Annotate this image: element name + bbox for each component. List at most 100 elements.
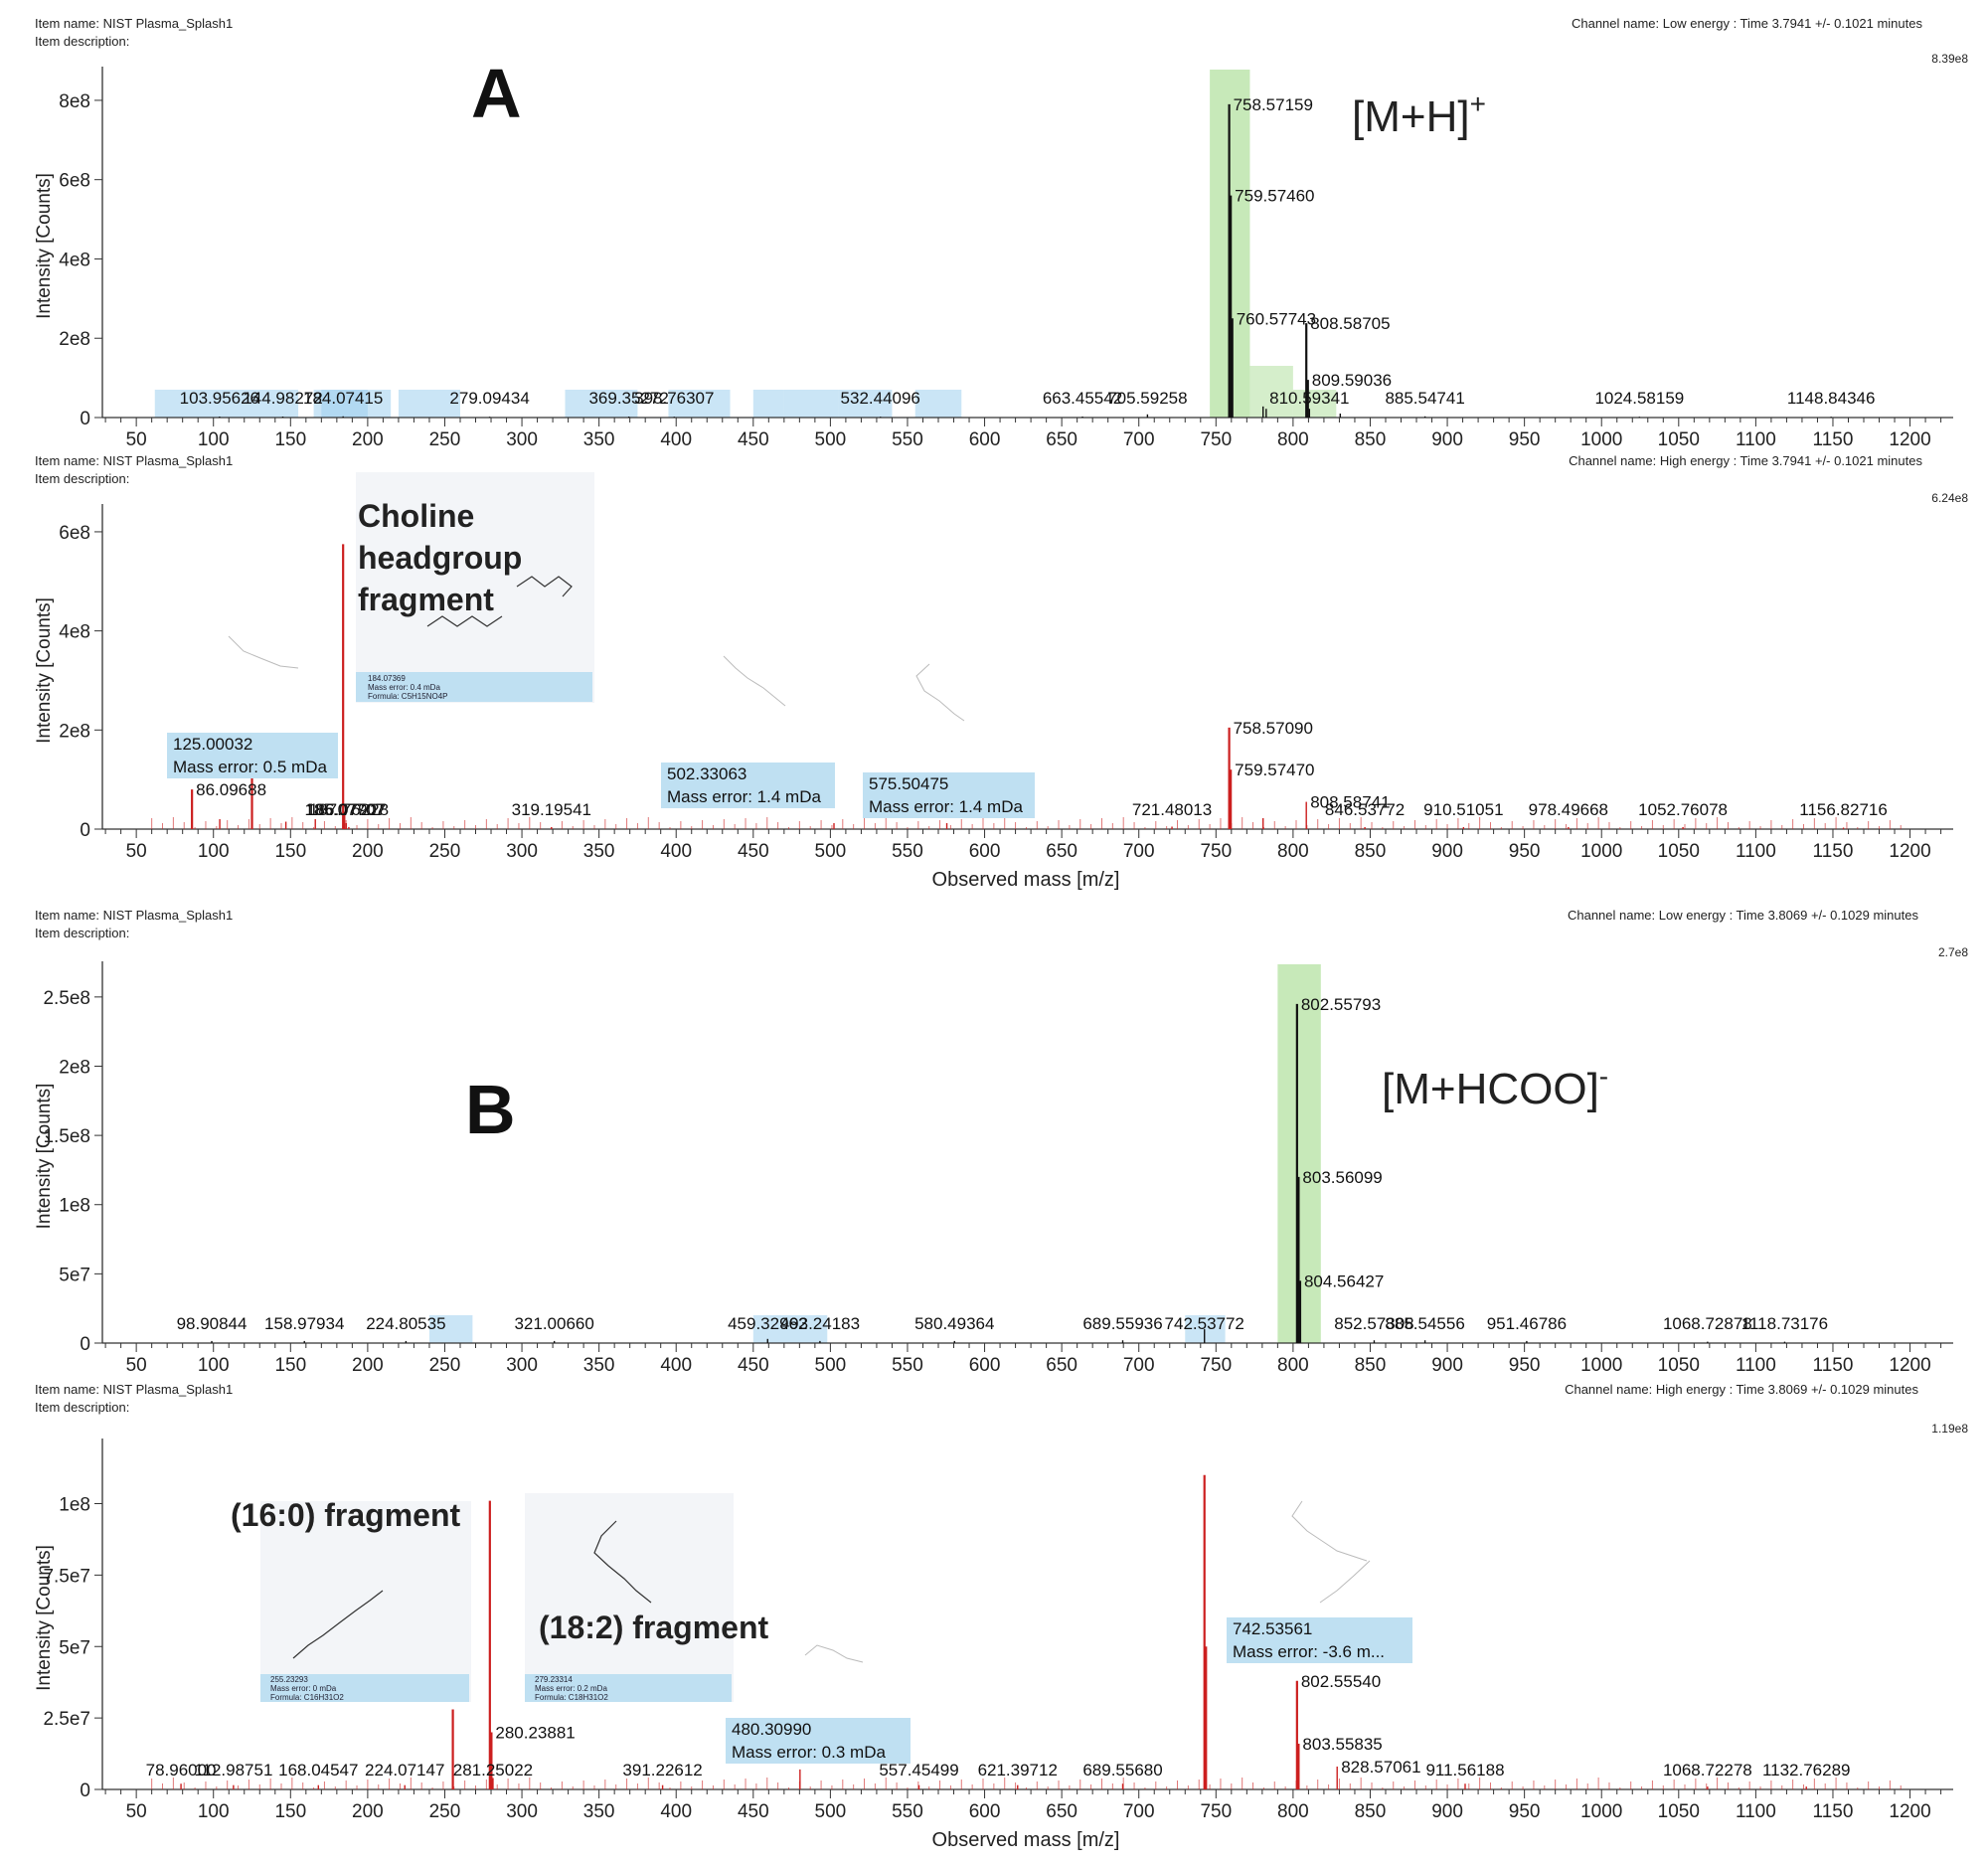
choline-molecule-drawing	[426, 576, 573, 627]
highlight-layer	[154, 70, 1337, 1343]
x-tick-label: 500	[815, 841, 847, 862]
x-tick-label: 350	[583, 429, 615, 450]
peak-label: 809.59036	[1312, 371, 1392, 390]
adduct-label-b-base: [M+HCOO]	[1382, 1065, 1599, 1113]
x-tick-label: 50	[126, 429, 147, 450]
x-tick-label: 800	[1277, 1355, 1309, 1376]
y-axis-label: Intensity [Counts]	[34, 1545, 55, 1691]
axes-layer: 50 100 150 200 250 300 350 400 450 500 550 600 650 70…	[34, 67, 1953, 1851]
x-tick-label: 800	[1277, 1801, 1309, 1822]
panel-b-low-item-name: Item name: NIST Plasma_Splash1	[35, 908, 234, 923]
x-tick-label: 850	[1355, 841, 1387, 862]
x-tick-label: 550	[892, 1355, 923, 1376]
callout-575-mz: 575.50475	[869, 774, 948, 793]
y-tick-label: 2e8	[59, 329, 90, 350]
peak-label: 758.57159	[1234, 95, 1313, 114]
y-tick-label: 2e8	[59, 1057, 90, 1078]
x-axis-label: Observed mass [m/z]	[932, 1829, 1120, 1851]
annotation-band	[783, 390, 839, 418]
callout-box-502	[661, 763, 835, 808]
ghost-structures-b	[804, 1500, 1371, 1663]
x-tick-label: 900	[1431, 1355, 1463, 1376]
x-tick-label: 500	[815, 429, 847, 450]
x-tick-label: 700	[1123, 429, 1155, 450]
y-tick-label: 5e7	[59, 1637, 90, 1658]
x-tick-label: 300	[506, 841, 538, 862]
x-tick-label: 1200	[1889, 841, 1930, 862]
peak-label: 803.56099	[1302, 1168, 1382, 1187]
x-tick-label: 200	[352, 841, 384, 862]
panel-b-low-channel: Channel name: Low energy : Time 3.8069 +…	[1567, 908, 1918, 923]
x-tick-label: 1000	[1580, 1801, 1622, 1822]
y-axis-label: Intensity [Counts]	[34, 173, 55, 319]
peak-label: 78.96000	[146, 1761, 217, 1779]
precursor-highlight	[1249, 366, 1293, 418]
annotation-band	[565, 390, 638, 418]
x-tick-label: 1000	[1580, 429, 1622, 450]
annotation-box-layer: 184.07369 Mass error: 0.4 mDa Formula: C…	[228, 472, 1371, 1702]
x-tick-label: 200	[352, 1801, 384, 1822]
y-axis-label: Intensity [Counts]	[34, 597, 55, 744]
x-tick-label: 1200	[1889, 429, 1930, 450]
peak-label: 280.23881	[495, 1724, 575, 1743]
x-tick-label: 350	[583, 1801, 615, 1822]
callout-575-error: Mass error: 1.4 mDa	[869, 797, 1023, 816]
x-tick-label: 150	[274, 841, 306, 862]
peak-layer	[151, 103, 1902, 1789]
x-tick-label: 950	[1509, 841, 1541, 862]
peak-label: 760.57743	[1237, 309, 1316, 328]
annotation-band	[668, 390, 731, 418]
peak-label: 1068.72878	[1663, 1314, 1752, 1333]
x-tick-label: 1000	[1580, 841, 1622, 862]
x-tick-label: 900	[1431, 1801, 1463, 1822]
x-tick-label: 300	[506, 1801, 538, 1822]
callout-box-480	[726, 1718, 911, 1764]
c18-structure-error: Mass error: 0.2 mDa	[535, 1684, 607, 1693]
peak-label: 459.32962	[728, 1314, 807, 1333]
x-tick-label: 750	[1200, 1355, 1232, 1376]
peak-label: 1118.73176	[1741, 1314, 1828, 1333]
annotation-band	[398, 390, 460, 418]
x-tick-label: 700	[1123, 841, 1155, 862]
y-tick-label: 8e8	[59, 91, 90, 112]
panel-b-high-item-description: Item description:	[35, 1400, 130, 1415]
x-tick-label: 1100	[1736, 841, 1776, 862]
annotation-band	[321, 390, 368, 418]
peak-label: 158.97934	[264, 1314, 344, 1333]
peak-label: 319.19541	[512, 800, 591, 819]
peak-label: 168.04547	[278, 1761, 358, 1779]
adduct-label-b: [M+HCOO]-	[1382, 1061, 1608, 1113]
peak-label: 187.76228	[309, 800, 389, 819]
y-tick-label: 1e8	[59, 1196, 90, 1217]
peak-label: 493.24183	[780, 1314, 860, 1333]
panel-a-high-item-description: Item description:	[35, 471, 130, 486]
peak-label: 808.58705	[1310, 314, 1390, 333]
y-tick-label: 1.5e8	[43, 1126, 90, 1147]
x-tick-label: 1150	[1813, 1355, 1854, 1376]
x-tick-label: 500	[815, 1355, 847, 1376]
annotation-band	[752, 1315, 828, 1343]
x-tick-label: 450	[738, 429, 769, 450]
peak-label: 885.54741	[1385, 389, 1464, 408]
c18-structure-mz: 279.23314	[535, 1675, 573, 1684]
x-tick-label: 350	[583, 841, 615, 862]
x-tick-label: 450	[738, 1801, 769, 1822]
x-tick-label: 1200	[1889, 1355, 1930, 1376]
peak-label: 804.56427	[1304, 1271, 1384, 1290]
c16-structure-info-bar	[260, 1674, 469, 1702]
callout-layer: 125.00032 Mass error: 0.5 mDa 502.33063 …	[167, 733, 1412, 1764]
x-tick-label: 150	[274, 429, 306, 450]
x-tick-label: 1000	[1580, 1355, 1622, 1376]
peak-label: 759.57460	[1235, 187, 1314, 206]
c16-molecule-drawing	[292, 1590, 384, 1659]
x-tick-label: 250	[429, 429, 461, 450]
peak-label: 758.57090	[1234, 719, 1313, 738]
callout-box-575	[863, 772, 1035, 818]
peak-label: 846.53772	[1325, 800, 1405, 819]
peak-label: 391.22612	[622, 1761, 702, 1779]
c18-structure-formula: Formula: C18H31O2	[535, 1693, 608, 1702]
x-tick-label: 750	[1200, 1801, 1232, 1822]
peak-label: 1024.58159	[1594, 389, 1684, 408]
x-tick-label: 1050	[1658, 429, 1700, 450]
